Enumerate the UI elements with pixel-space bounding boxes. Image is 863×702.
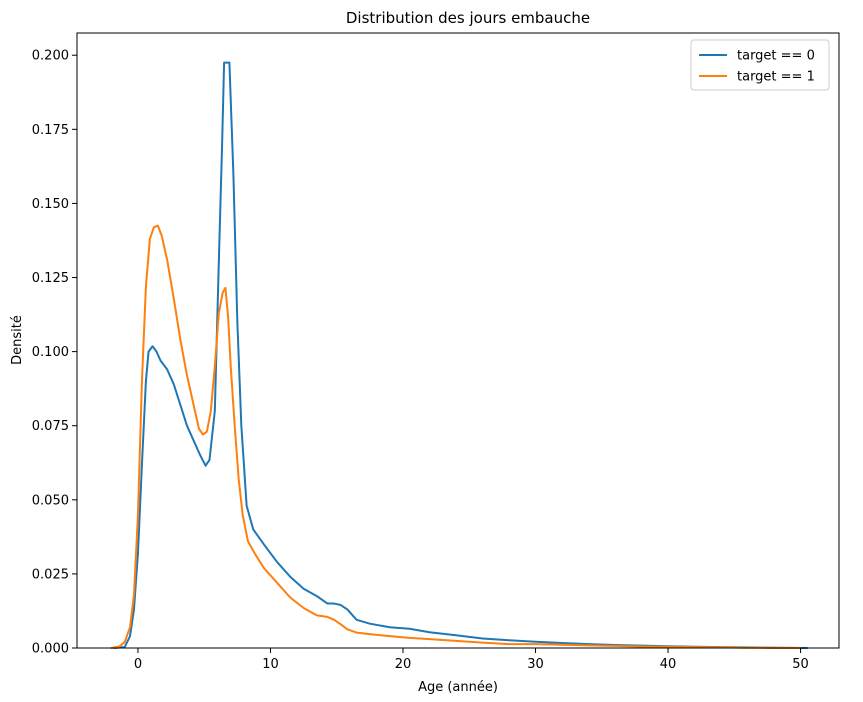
legend-box (690, 39, 830, 91)
series-line-1 (110, 224, 802, 649)
y-tick-label: 0.200 (32, 49, 69, 64)
y-tick-label: 0.025 (32, 567, 69, 582)
y-tick-label: 0.050 (32, 493, 69, 508)
plot-frame (76, 32, 840, 649)
legend-label-0: target == 0 (737, 49, 815, 64)
x-tick-label: 50 (792, 657, 809, 672)
legend-label-1: target == 1 (737, 70, 815, 85)
series-layer (110, 61, 809, 649)
chart-title: Distribution des jours embauche (346, 9, 590, 27)
x-tick-label: 40 (660, 657, 677, 672)
x-tick-label: 10 (262, 657, 279, 672)
y-tick-label: 0.075 (32, 419, 69, 434)
y-tick-label: 0.000 (32, 642, 69, 657)
x-axis: 0 10 20 30 40 50 (134, 648, 809, 672)
x-tick-label: 20 (395, 657, 412, 672)
y-tick-label: 0.100 (32, 345, 69, 360)
y-tick-label: 0.125 (32, 271, 69, 286)
x-tick-label: 30 (527, 657, 544, 672)
y-axis: 0.000 0.025 0.050 0.075 0.100 0.125 0.150 0.175… (32, 49, 77, 657)
x-tick-label: 0 (134, 657, 142, 672)
legend: target == 0 target == 1 (690, 39, 830, 91)
y-tick-label: 0.175 (32, 123, 69, 138)
x-axis-title: Age (année) (418, 680, 498, 695)
y-axis-title: Densité (10, 315, 25, 365)
series-line-0 (113, 61, 809, 649)
y-tick-label: 0.150 (32, 197, 69, 212)
